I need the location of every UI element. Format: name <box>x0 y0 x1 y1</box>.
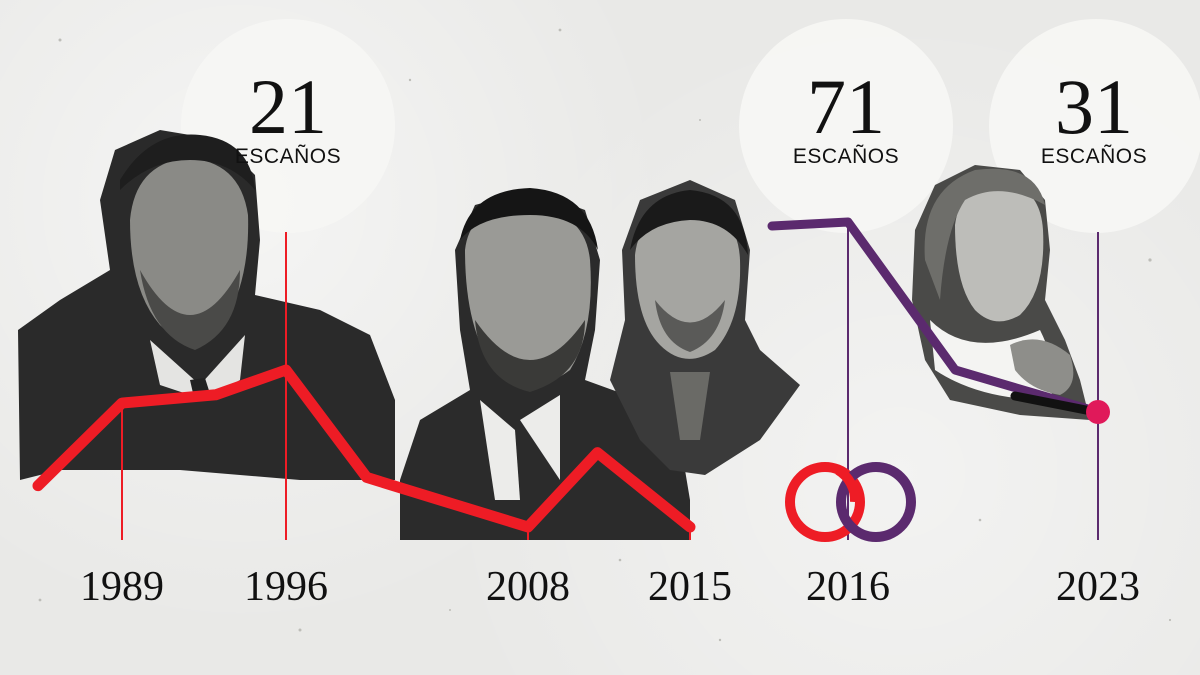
year-label-2015: 2015 <box>648 564 732 610</box>
year-label-2008: 2008 <box>486 564 570 610</box>
seat-series-lines <box>32 217 1103 533</box>
seats-callout-circle-2023 <box>989 19 1200 233</box>
portrait-man-ponytail-icon <box>610 180 800 475</box>
portrait-young-man-icon <box>400 188 690 540</box>
end-marker-point <box>1086 400 1110 424</box>
seats-callout-2023: 31 ESCAÑOS <box>1041 63 1147 168</box>
seats-callout-1996: 21 ESCAÑOS <box>235 63 341 168</box>
seats-value-2016: 71 <box>807 63 885 150</box>
paper-texture <box>38 28 1172 642</box>
red-series-line <box>32 364 696 533</box>
year-labels: 1989 1996 2008 2015 2016 2023 <box>80 564 1140 610</box>
seats-label-2023: ESCAÑOS <box>1041 144 1147 168</box>
seats-callout-circle-2016 <box>739 19 953 233</box>
seats-callout-2016: 71 ESCAÑOS <box>793 63 899 168</box>
year-label-2016: 2016 <box>806 564 890 610</box>
year-label-1996: 1996 <box>244 564 328 610</box>
portrait-woman-smiling-icon <box>912 165 1090 420</box>
year-label-2023: 2023 <box>1056 564 1140 610</box>
year-label-1989: 1989 <box>80 564 164 610</box>
seats-value-2023: 31 <box>1055 63 1133 150</box>
seats-label-1996: ESCAÑOS <box>235 144 341 168</box>
interlocking-rings-logo-icon <box>785 462 916 542</box>
seats-label-2016: ESCAÑOS <box>793 144 899 168</box>
purple-series-tail-segment <box>1010 391 1101 417</box>
purple-series-line <box>767 217 1103 417</box>
seats-value-1996: 21 <box>249 63 327 150</box>
